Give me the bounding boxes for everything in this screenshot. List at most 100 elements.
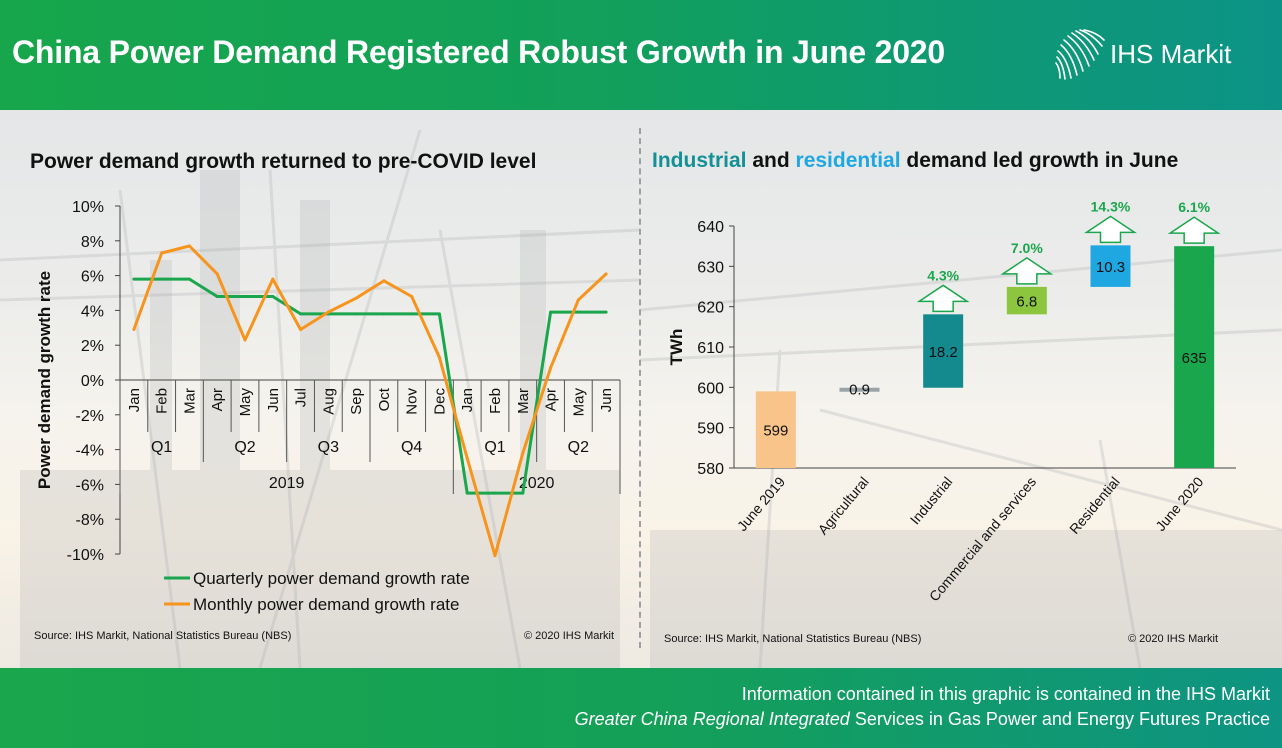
logo-text: IHS Markit [1110,39,1232,69]
growth-rate-line-chart: 10% 8% 6% 4% 2% 0% -2% -4% -6% -8% -10% Power deman… [35,199,621,614]
quarterly-point [187,277,191,281]
quarterly-point [271,295,275,298]
footer-info-line: Information contained in this graphic is… [741,684,1270,704]
x-month-label: Jul [293,388,310,407]
monthly-point [271,277,275,281]
x-category-label: Industrial [907,474,956,528]
x-month-label: Jan [126,388,143,412]
x-month-label: Mar [515,388,532,414]
right-chart-title: Industrial and residential demand led gr… [652,149,1178,173]
quarterly-point [243,295,247,298]
quarterly-point [465,491,469,495]
bar-value-label: 635 [1182,350,1207,367]
quarterly-series-line [133,277,607,495]
quarter-label: Q2 [234,439,255,456]
y-axis-title: TWh [667,329,686,366]
panel-divider [639,128,641,648]
industrial-bar [923,314,964,388]
quarterly-point [215,295,219,298]
monthly-point [549,366,553,370]
monthly-point [326,310,330,314]
y-tick-label: 0% [81,373,104,390]
y-tick-label: 620 [697,300,724,317]
y-tick-label: 640 [697,219,724,236]
x-category-label: Residential [1066,474,1123,537]
residential-bar [1090,245,1131,287]
y-tick-label: 610 [697,340,724,357]
quarterly-point [382,312,386,316]
x-month-label: Jun [265,388,282,412]
quarterly-point [521,491,525,495]
monthly-point [354,296,358,300]
quarterly-point [604,310,608,314]
footer-rest-text: Services in Gas Power and Energy Futures… [849,709,1270,729]
growth-arrow-icon [1084,215,1137,244]
agricultural-bar [839,387,880,392]
monthly-point [132,328,136,331]
growth-label: 6.1% [1178,199,1210,215]
footer-practice-line: Greater China Regional Integrated Servic… [575,709,1270,730]
right-source-note: Source: IHS Markit, National Statistics … [664,633,922,645]
right-copyright: © 2020 IHS Markit [1128,633,1219,645]
monthly-point [576,298,580,302]
title-industrial: Industrial [652,149,747,172]
y-tick-label: -10% [67,547,104,564]
footer-banner: Information contained in this graphic is… [0,668,1282,748]
bar-value-label: 10.3 [1096,259,1125,276]
monthly-point [521,451,525,455]
june-2020-bar [1174,246,1215,468]
x-month-label: May [570,388,587,417]
quarterly-point [549,310,553,314]
y-axis-title: Power demand growth rate [35,271,54,489]
starburst-icon [1055,29,1105,80]
x-month-label: Oct [376,387,393,411]
growth-label: 7.0% [1011,240,1043,256]
y-tick-label: 6% [81,269,104,286]
monthly-series-line [132,244,608,558]
legend-label: Monthly power demand growth rate [193,595,459,614]
monthly-point [160,251,164,255]
x-month-label: Mar [181,388,198,414]
y-tick-label: 4% [81,303,104,320]
monthly-point [243,338,247,342]
x-category-label: June 2019 [734,473,788,534]
header-banner: China Power Demand Registered Robust Gro… [0,0,1282,110]
monthly-point [604,272,608,276]
title-rest: demand led growth in June [900,149,1179,172]
x-month-label: Jun [598,388,615,412]
legend-label: Quarterly power demand growth rate [193,569,470,588]
x-month-label: Jan [459,388,476,412]
monthly-point [465,456,469,460]
x-month-label: May [237,388,254,417]
footer-italic-text: Greater China Regional Integrated [574,709,850,729]
left-chart-title: Power demand growth returned to pre-COVI… [30,150,537,173]
year-label: 2020 [519,475,555,492]
page-title: China Power Demand Registered Robust Gro… [12,34,945,70]
growth-label: 14.3% [1091,198,1131,214]
x-month-label: Aug [320,388,337,415]
monthly-point [437,355,441,359]
quarterly-point [160,277,164,281]
x-month-label: Apr [543,388,560,411]
bar-value-label: 0.9 [849,382,870,399]
quarterly-point [576,310,580,314]
left-source-note: Source: IHS Markit, National Statistics … [34,630,292,642]
ihs-markit-logo: IHS Markit [1052,26,1252,86]
quarterly-point [299,312,303,316]
quarter-label: Q3 [318,439,339,456]
growth-arrow-icon [1000,257,1054,285]
y-tick-label: 580 [697,461,724,478]
x-category-label: Agricultural [815,474,872,538]
waterfall-bar-chart: 640 630 620 610 600 590 580 TWh 599 0.9 18.2 4.3% 6.… [667,198,1236,604]
y-tick-label: 10% [72,199,104,216]
x-month-label: Dec [431,388,448,415]
x-month-label: Apr [209,388,226,411]
quarterly-point [493,491,497,495]
y-tick-label: 600 [697,380,724,397]
x-category-label: June 2020 [1152,473,1206,534]
left-copyright: © 2020 IHS Markit [524,630,615,642]
y-tick-label: -8% [76,512,104,529]
y-tick-label: -6% [76,477,104,494]
growth-label: 4.3% [927,267,959,283]
title-and: and [746,149,796,172]
